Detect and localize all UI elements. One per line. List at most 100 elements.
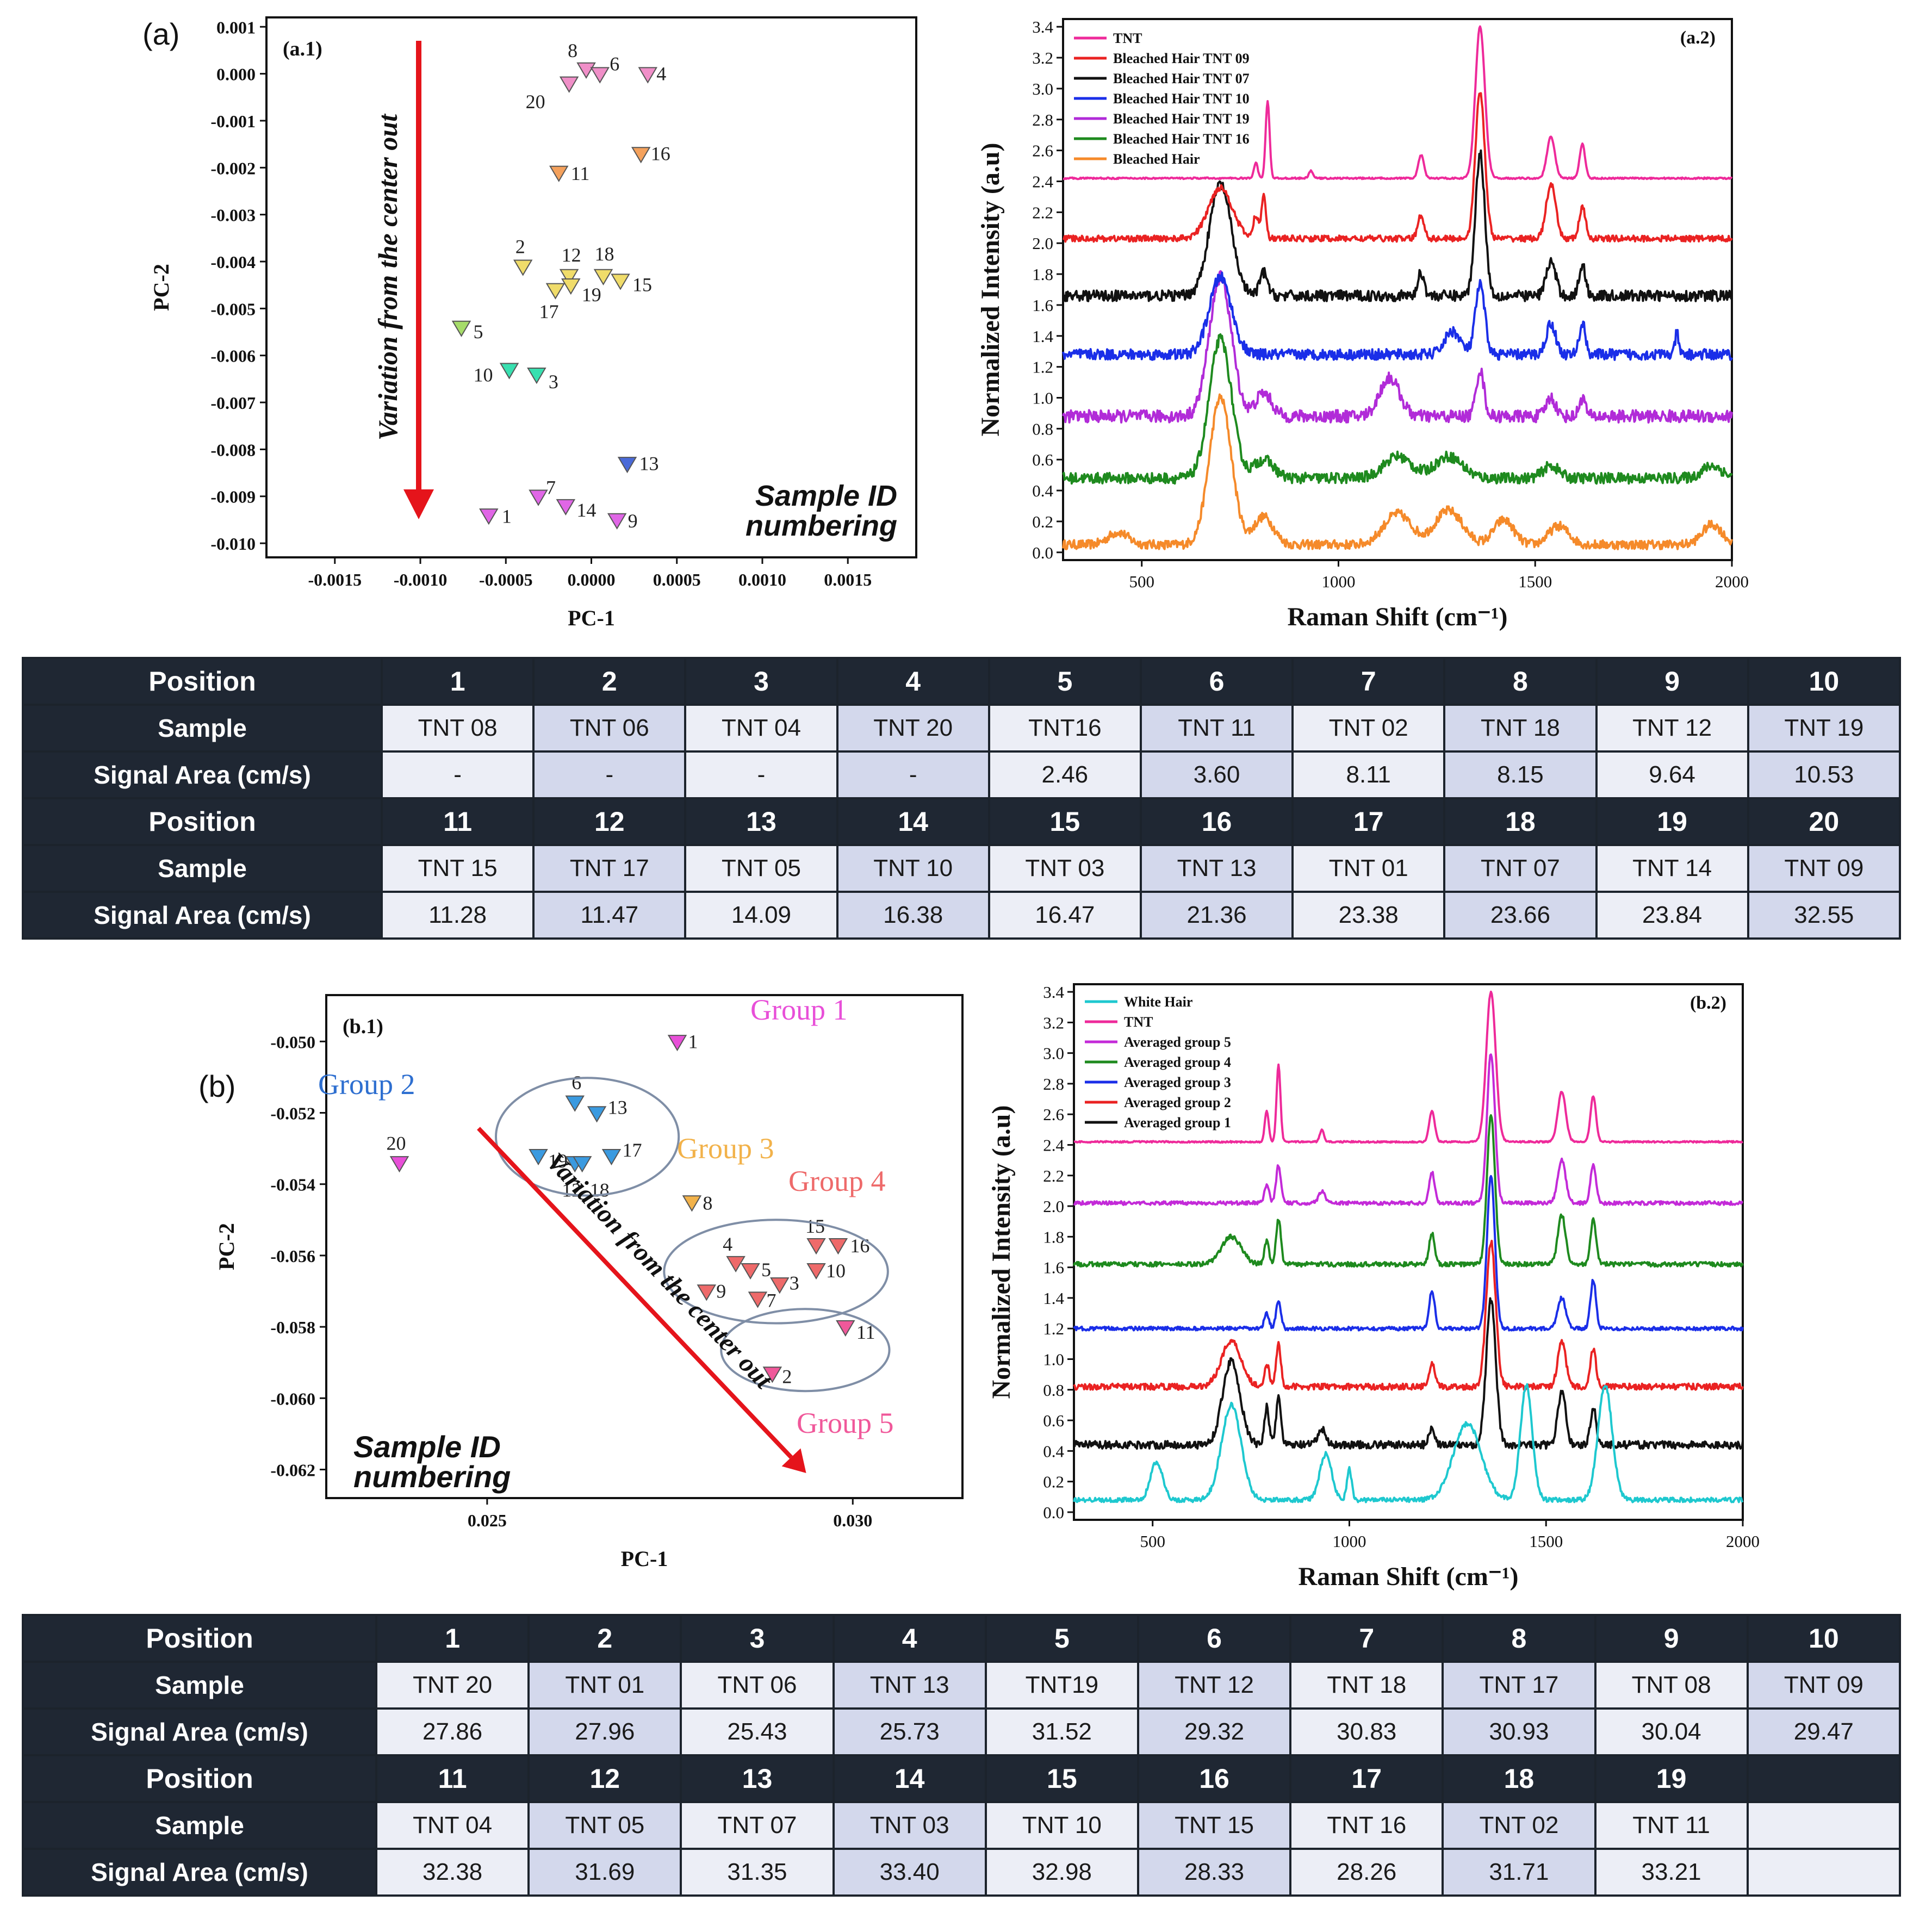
signal-cell: 8.11 <box>1291 750 1446 799</box>
y-tick-label: 2.0 <box>1032 234 1053 253</box>
position-cell: 15 <box>987 797 1142 846</box>
y-tick-label: 1.0 <box>1043 1350 1064 1369</box>
position-cell: 3 <box>684 657 838 706</box>
scatter-point <box>572 1156 592 1173</box>
position-cell: 10 <box>1746 1614 1902 1663</box>
row-label: Position <box>22 797 383 846</box>
position-row: Position 11 12 13 14 15 16 17 18 19 20 <box>22 797 1902 846</box>
sample-cell: TNT 11 <box>1139 704 1294 753</box>
signal-cell: 23.38 <box>1291 891 1446 940</box>
scatter-point <box>667 1035 687 1052</box>
sample-cell: TNT 20 <box>375 1661 530 1710</box>
y-tick-label: -0.010 <box>210 534 256 554</box>
scatter-point <box>762 1366 782 1383</box>
scatter-point <box>549 165 569 182</box>
y-tick-label: 0.6 <box>1032 450 1053 469</box>
x-tick-label: 1500 <box>1518 572 1552 591</box>
row-label: Sample <box>22 844 383 893</box>
scatter-point <box>513 259 533 276</box>
signal-cell: 16.38 <box>836 891 990 940</box>
y-tick-label: 2.8 <box>1043 1074 1064 1094</box>
chart-a1-pca-scatter: 0.001 0.000 -0.001 -0.002 -0.003 -0.004 -0.005… <box>152 16 917 630</box>
position-cell: 16 <box>1136 1754 1292 1803</box>
y-tick-label: 0.6 <box>1043 1411 1064 1430</box>
point-label: 1 <box>688 1030 698 1052</box>
table-a-signal-area: Position 1 2 3 4 5 6 7 8 9 10 Sample TNT 08 TNT 06 TNT… <box>22 657 1902 940</box>
y-tick-label: 3.0 <box>1032 79 1053 98</box>
y-tick-label: 2.4 <box>1043 1136 1064 1155</box>
signal-cell: 29.47 <box>1746 1707 1902 1756</box>
signal-cell: 30.83 <box>1289 1707 1444 1756</box>
position-cell: 17 <box>1289 1754 1444 1803</box>
position-cell: 2 <box>527 1614 682 1663</box>
point-label: 4 <box>723 1233 732 1255</box>
position-cell: 12 <box>527 1754 682 1803</box>
sample-row: Sample TNT 20 TNT 01 TNT 06 TNT 13 TNT19 TNT 1… <box>22 1661 1902 1710</box>
row-label: Signal Area (cm/s) <box>22 750 383 799</box>
position-cell: 8 <box>1442 1614 1596 1663</box>
scatter-point <box>631 147 651 164</box>
x-tick-label: 0.0000 <box>568 570 616 589</box>
y-tick-label: -0.008 <box>210 440 256 459</box>
point-label: 8 <box>568 40 577 61</box>
point-label: 2 <box>515 236 525 258</box>
y-tick-label: 0.8 <box>1043 1381 1064 1400</box>
point-label: 15 <box>632 274 652 296</box>
position-cell: 5 <box>984 1614 1139 1663</box>
x-tick-label: 2000 <box>1715 572 1749 591</box>
point-label: 14 <box>576 499 596 521</box>
x-tick-label: 1500 <box>1529 1532 1563 1551</box>
x-tick-label: 0.0005 <box>653 570 701 589</box>
sample-cell: TNT 17 <box>532 844 687 893</box>
point-label: 16 <box>651 142 670 164</box>
sample-cell: TNT 04 <box>375 1801 530 1850</box>
point-label: 10 <box>826 1260 846 1282</box>
scatter-point <box>499 363 519 380</box>
x-tick-label: -0.0010 <box>394 570 448 589</box>
spectrum-line <box>1062 271 1733 361</box>
position-cell: 9 <box>1595 657 1749 706</box>
scatter-point <box>565 1095 585 1112</box>
spectrum-line <box>1073 1175 1744 1332</box>
y-axis-label: PC-2 <box>152 264 173 311</box>
signal-cell: - <box>836 750 990 799</box>
y-tick-label: 0.0 <box>1032 543 1053 562</box>
y-tick-label: 0.0 <box>1043 1503 1064 1522</box>
sample-cell: TNT 15 <box>1136 1801 1292 1850</box>
variation-arrow-head <box>781 1448 806 1473</box>
signal-row: Signal Area (cm/s) 32.38 31.69 31.35 33.40 32… <box>22 1848 1902 1897</box>
row-label: Signal Area (cm/s) <box>22 1848 377 1897</box>
empty-cell <box>1746 1801 1902 1850</box>
spectrum-line <box>1062 92 1733 243</box>
sample-cell: TNT 02 <box>1442 1801 1596 1850</box>
x-tick-label: 500 <box>1140 1532 1165 1551</box>
y-axis-label: Normalized Intensity (a.u) <box>976 143 1005 437</box>
position-cell: 17 <box>1291 797 1446 846</box>
x-tick-label: -0.0015 <box>308 570 362 589</box>
spectrum-line <box>1073 1297 1744 1450</box>
legend-label: Bleached Hair <box>1113 151 1200 167</box>
legend-label: Bleached Hair TNT 19 <box>1113 111 1250 127</box>
row-label: Sample <box>22 704 383 753</box>
plot-frame <box>1062 18 1733 561</box>
panel-title: (b.2) <box>1690 993 1726 1013</box>
scatter-point <box>682 1195 702 1212</box>
signal-cell: 21.36 <box>1139 891 1294 940</box>
signal-cell: 23.66 <box>1443 891 1598 940</box>
sample-cell: TNT 07 <box>1443 844 1598 893</box>
signal-cell: 9.64 <box>1595 750 1749 799</box>
scatter-point <box>593 269 613 285</box>
sample-cell: TNT 01 <box>1291 844 1446 893</box>
position-cell: 14 <box>836 797 990 846</box>
scatter-point <box>836 1320 855 1337</box>
y-tick-label: 0.001 <box>216 17 256 37</box>
legend-label: Bleached Hair TNT 09 <box>1113 51 1250 66</box>
x-tick-label: 0.0010 <box>738 570 786 589</box>
scatter-point <box>806 1238 826 1255</box>
y-tick-label: 0.000 <box>216 65 256 84</box>
position-cell: 8 <box>1443 657 1598 706</box>
spectrum-line <box>1062 393 1733 550</box>
point-label: 9 <box>628 510 638 532</box>
position-cell: 2 <box>532 657 687 706</box>
position-cell: 3 <box>680 1614 835 1663</box>
